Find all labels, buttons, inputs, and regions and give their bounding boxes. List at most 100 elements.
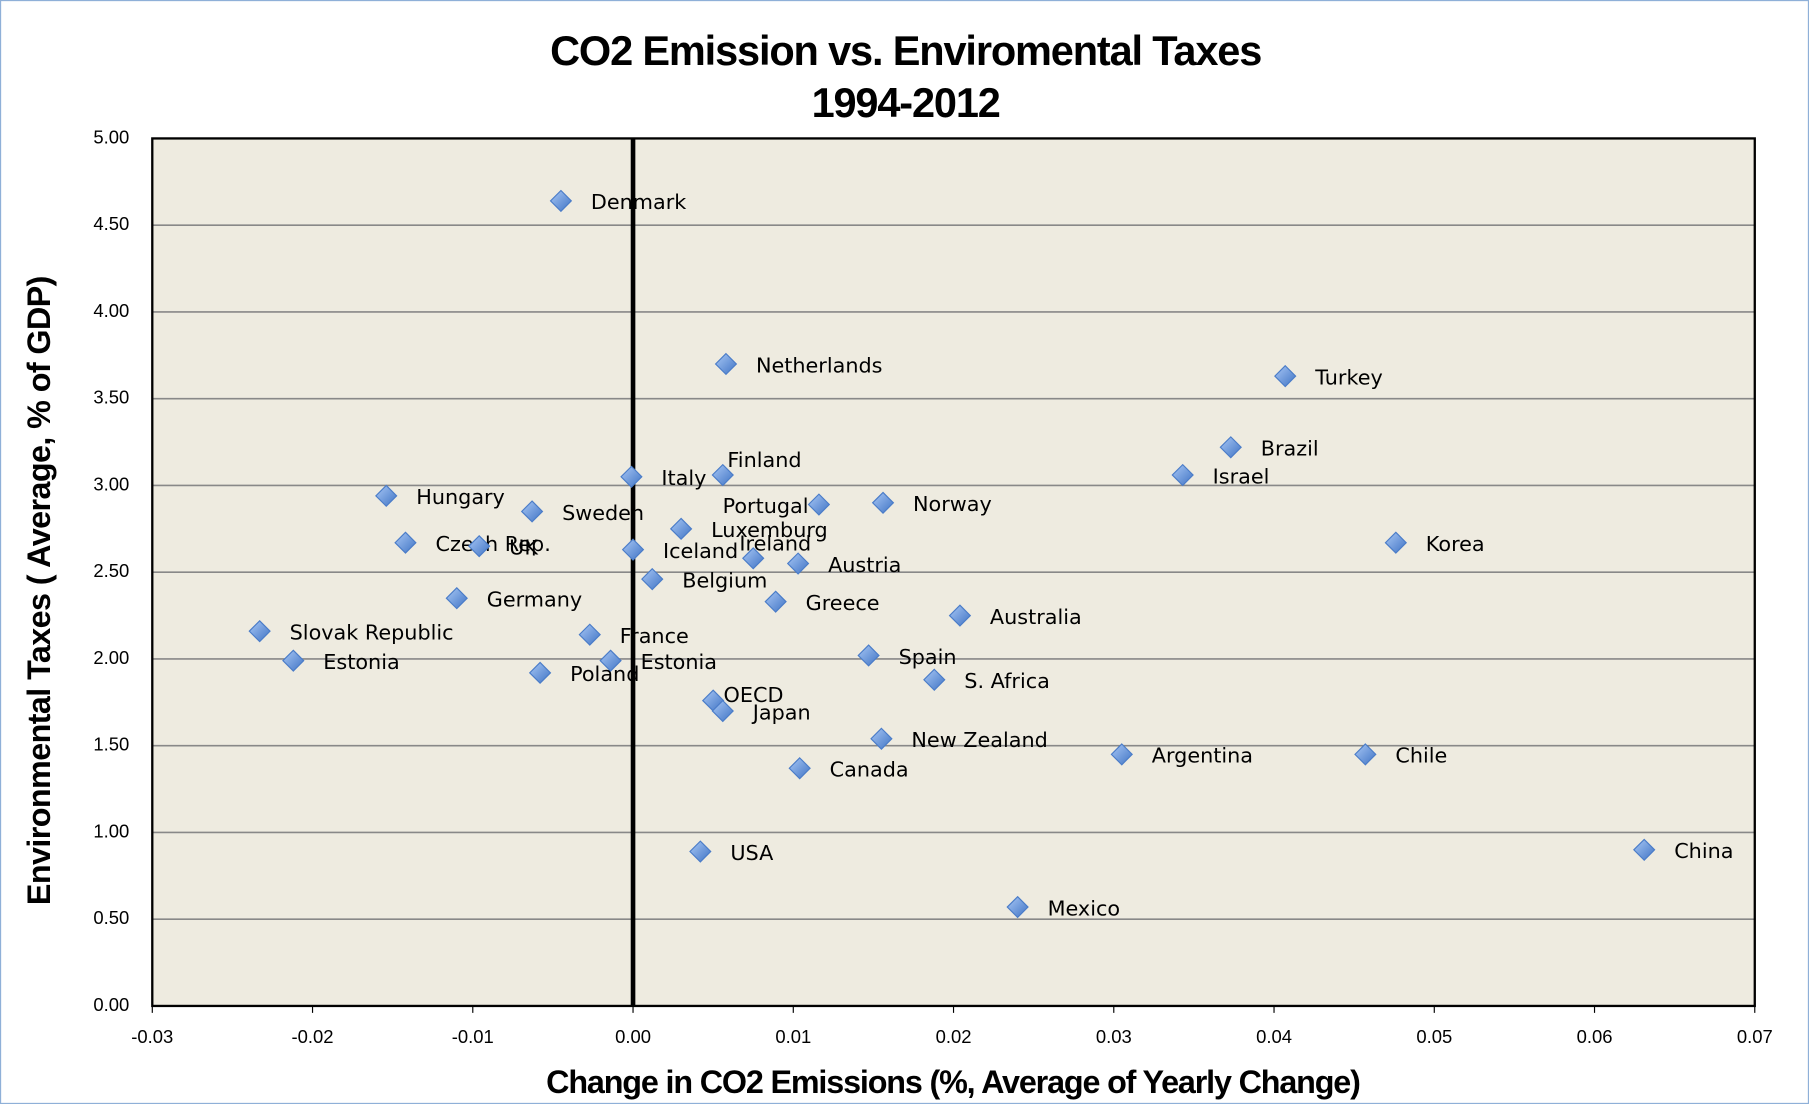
point-label: Japan [751,700,811,724]
point-label: OECD [724,683,784,707]
point [375,484,398,508]
x-axis-label: Change in CO2 Emissions (%, Average of Y… [546,1064,1360,1100]
point-label: Denmark [591,190,686,214]
x-tick-label: -0.03 [131,1026,173,1047]
x-tick-label: 0.07 [1737,1026,1773,1047]
point-label: Australia [990,605,1082,629]
point-label: France [620,624,689,648]
point [620,465,643,488]
x-tick-label: 0.06 [1577,1026,1613,1047]
point [549,189,573,213]
point-label: Canada [830,758,909,782]
point-label: China [1674,839,1733,863]
point [520,500,544,523]
point-label: UK [509,535,539,559]
x-tick-label: 0.03 [1096,1026,1132,1047]
point [1219,436,1242,459]
x-tick-label: 0.04 [1256,1026,1292,1047]
point [1633,838,1656,861]
point [948,604,972,627]
x-tick-label: 0.05 [1416,1026,1452,1047]
point-label: Chile [1395,744,1447,768]
y-tick-label: 0.50 [93,907,129,928]
point-label: Austria [828,553,901,577]
point-label: Belgium [682,568,767,592]
chart-title: CO2 Emission vs. Enviromental Taxes [550,27,1261,74]
point-label: USA [730,841,774,865]
y-tick-label: 3.50 [93,387,129,408]
y-tick-label: 4.50 [93,213,129,234]
point [669,517,693,541]
point [870,727,893,750]
point [578,623,601,646]
point-label: Luxemburg [711,518,828,542]
point-label: Poland [570,662,639,686]
y-tick-label: 1.00 [93,820,129,841]
point-label: Ireland [739,531,811,555]
point [689,840,712,863]
y-tick-label: 4.00 [93,300,129,321]
point [445,587,468,610]
point [711,699,734,723]
point-label: S. Africa [964,669,1050,693]
point [1274,364,1297,388]
point-label: Netherlands [756,353,883,377]
point-label: Estonia [641,650,717,674]
y-axis-label: Environmental Taxes ( Average, % of GDP) [21,276,57,905]
y-tick-label: 2.50 [93,560,129,581]
point-label: Finland [727,448,801,472]
point [742,547,765,570]
point [1171,463,1194,487]
point-label: Brazil [1261,437,1319,461]
point-label: New Zealand [911,728,1047,752]
point [711,463,734,487]
point-label: Iceland [663,539,738,563]
point [528,661,552,685]
point-label: Spain [899,645,957,669]
point-label: Czech Rep. [435,532,550,556]
y-tick-label: 3.00 [93,473,129,494]
y-tick-label: 2.00 [93,647,129,668]
y-tick-label: 1.50 [93,734,129,755]
point-label: Norway [913,492,992,516]
point [1384,531,1408,554]
point [871,491,895,514]
point [621,538,645,561]
point [599,649,622,672]
x-tick-label: 0.01 [775,1026,811,1047]
point [641,567,664,591]
point-label: Italy [661,466,706,490]
y-tick-label: 5.00 [93,126,129,147]
point-label: Hungary [416,485,505,509]
point [282,649,305,672]
x-tick-label: 0.02 [936,1026,972,1047]
point [394,531,417,554]
point-label: Portugal [723,494,809,518]
point-label: Korea [1426,532,1485,556]
x-tick-label: -0.02 [292,1026,334,1047]
point [1110,743,1133,766]
point-label: Israel [1213,464,1270,488]
point-label: Germany [487,588,582,612]
point-label: Greece [806,591,880,615]
point [807,493,831,516]
point [923,668,946,691]
point-label: Turkey [1314,365,1383,389]
point-label: Argentina [1152,744,1253,768]
point [857,644,880,667]
plot-border [151,137,1756,1008]
y-tick-label: 0.00 [93,994,129,1015]
point [1006,895,1029,919]
point-label: Mexico [1048,896,1120,920]
point [248,619,271,643]
point-label: Slovak Republic [290,620,454,644]
point [1354,743,1377,766]
point-label: Sweden [562,501,644,525]
point [764,590,787,613]
chart-subtitle: 1994-2012 [812,79,1000,126]
point [788,757,811,780]
x-tick-label: -0.01 [452,1026,494,1047]
point [467,534,491,558]
point [714,352,738,376]
